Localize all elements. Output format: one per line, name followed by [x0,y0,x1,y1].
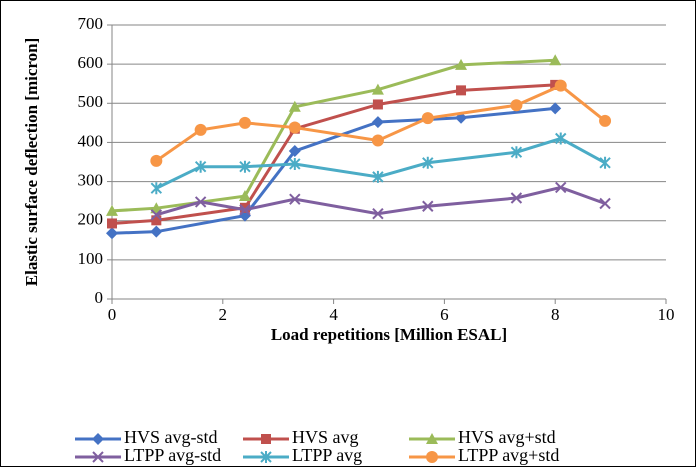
x-axis-title: Load repetitions [Million ESAL] [271,325,507,344]
y-tick-label: 100 [78,249,104,268]
marker [455,58,468,70]
marker [289,157,301,170]
x-tick-label: 0 [108,305,117,324]
marker [239,202,250,213]
y-tick-label: 700 [78,14,104,33]
legend-label: HVS avg [292,427,359,447]
marker [106,227,118,240]
x-tick-label: 2 [219,305,228,324]
marker [106,204,118,216]
marker [239,204,251,216]
marker [555,181,567,194]
marker [92,433,104,445]
legend-label: HVS avg-std [124,427,218,447]
marker [456,85,467,96]
marker [510,99,523,112]
legend-label: LTPP avg [292,445,362,465]
marker [107,218,117,229]
marker [554,79,567,92]
marker [372,170,384,183]
legend-label: LTPP avg+std [458,445,559,465]
marker [150,182,163,195]
marker [372,99,383,110]
x-tick-label: 4 [329,305,338,324]
marker [151,215,162,226]
marker [150,209,163,221]
marker [92,451,104,463]
legend-label: LTPP avg-std [124,445,221,465]
marker [599,114,612,127]
marker [426,433,438,444]
y-tick-label: 600 [78,53,104,72]
marker [599,156,611,169]
y-tick-label: 0 [95,288,104,307]
marker [372,207,384,220]
y-tick-label: 500 [78,92,104,111]
marker [599,197,611,210]
x-tick-label: 8 [551,305,560,324]
marker [288,100,301,112]
marker [510,192,523,204]
y-axis-title: Elastic surface deflection [micron] [22,38,41,286]
x-tick-label: 10 [658,305,675,324]
y-tick-label: 200 [78,210,104,229]
marker [422,200,434,212]
marker [239,160,251,173]
marker [426,451,438,463]
y-tick-label: 400 [78,131,104,150]
marker [549,54,562,66]
marker [510,146,523,159]
marker [261,434,271,444]
marker [421,112,434,125]
marker [288,121,301,134]
marker [289,193,301,205]
marker [238,190,251,202]
marker [150,225,163,238]
marker [371,83,384,95]
legend-label: HVS avg+std [458,427,556,447]
marker [288,145,301,158]
marker [238,116,251,129]
marker [194,160,207,173]
marker [371,134,384,147]
marker [549,102,562,115]
marker [422,156,434,169]
marker [555,132,567,145]
x-tick-label: 6 [440,305,449,324]
marker [194,196,207,208]
y-tick-label: 300 [78,170,104,189]
marker [194,123,207,136]
marker [260,451,272,463]
marker [150,154,163,167]
marker [371,116,384,129]
